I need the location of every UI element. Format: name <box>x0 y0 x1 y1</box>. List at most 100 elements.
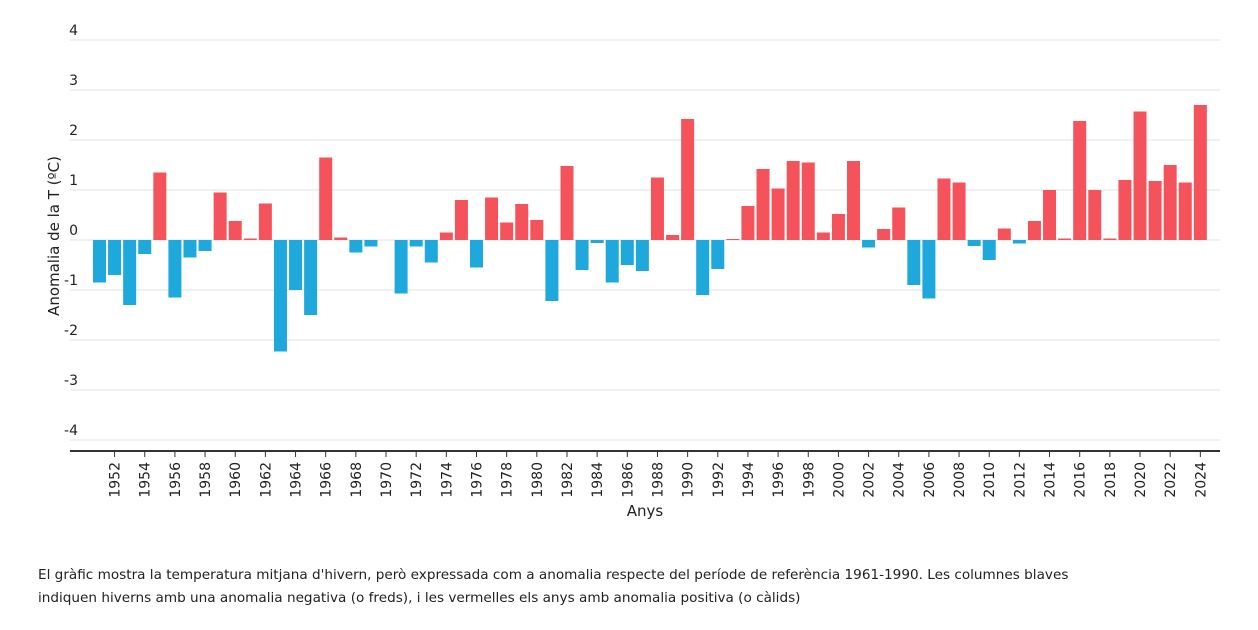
bar-1964 <box>289 240 303 290</box>
x-tick-label: 2000 <box>831 462 847 498</box>
x-tick-label: 2006 <box>922 462 938 498</box>
bar-1995 <box>756 169 770 240</box>
x-tick-label: 1970 <box>379 462 395 498</box>
bar-1958 <box>198 240 212 251</box>
y-tick-label: 4 <box>69 23 78 39</box>
x-tick-label: 1976 <box>470 462 486 498</box>
chart-container: 4 3 2 1 0 -1 -2 -3 -4 1952 1954 1956 1958 1960 1962 19… <box>45 23 1220 520</box>
bar-1957 <box>183 240 197 258</box>
bar-1992 <box>711 240 725 269</box>
bar-2016 <box>1073 121 1087 240</box>
bar-1972 <box>409 240 423 247</box>
bar-2018 <box>1103 238 1117 240</box>
bar-1974 <box>439 232 453 240</box>
bar-1953 <box>123 240 137 305</box>
x-tick-label: 1962 <box>258 462 274 498</box>
bar-2004 <box>892 207 906 240</box>
x-tick-label: 2018 <box>1103 462 1119 498</box>
bar-2015 <box>1058 238 1072 240</box>
bar-1977 <box>485 197 499 240</box>
bar-1951 <box>93 240 106 283</box>
y-tick-label: 2 <box>69 123 78 139</box>
bar-2023 <box>1178 182 1192 240</box>
bar-1959 <box>213 192 227 240</box>
x-tick-label: 2020 <box>1133 462 1149 498</box>
bar-1973 <box>424 240 438 263</box>
x-tick-label: 1990 <box>681 462 697 498</box>
x-tick-label: 2022 <box>1163 462 1179 498</box>
x-tick-label: 2012 <box>1012 462 1028 498</box>
bar-2010 <box>982 240 996 260</box>
bar-1971 <box>394 240 408 294</box>
x-tick-label: 1964 <box>289 462 305 498</box>
bar-2012 <box>1012 240 1026 244</box>
bar-1979 <box>515 204 529 240</box>
x-tick-label: 1954 <box>138 462 154 498</box>
bar-2017 <box>1088 190 1102 240</box>
bar-1994 <box>741 206 755 240</box>
bar-2007 <box>937 178 951 240</box>
bar-1989 <box>666 235 680 240</box>
bar-2019 <box>1118 180 1132 240</box>
x-tick-label: 1968 <box>349 462 365 498</box>
y-axis-title: Anomalia de la T (ºC) <box>45 156 63 316</box>
y-tick-label: -4 <box>64 423 78 439</box>
bar-1984 <box>590 240 604 243</box>
x-tick-label: 2004 <box>892 462 908 498</box>
x-tick-label: 1960 <box>228 462 244 498</box>
x-axis-ticks: 1952 1954 1956 1958 1960 1962 1964 1966 1968 1970… <box>108 452 1209 498</box>
bar-1980 <box>530 220 544 240</box>
bar-1954 <box>138 240 152 254</box>
x-tick-label: 2008 <box>952 462 968 498</box>
bar-2020 <box>1133 111 1147 240</box>
bar-1981 <box>545 240 559 301</box>
bar-1998 <box>801 162 815 240</box>
y-tick-label: 3 <box>69 73 78 89</box>
bar-2024 <box>1193 105 1207 240</box>
bar-1996 <box>771 188 785 240</box>
bar-2013 <box>1027 221 1041 240</box>
x-tick-label: 1992 <box>711 462 727 498</box>
bar-2000 <box>831 214 845 240</box>
bar-1988 <box>650 177 664 240</box>
x-tick-label: 1982 <box>560 462 576 498</box>
bar-1993 <box>726 239 740 240</box>
x-tick-label: 1986 <box>620 462 636 498</box>
bar-1955 <box>153 172 167 240</box>
x-tick-label: 1996 <box>771 462 787 498</box>
bar-1985 <box>605 240 619 283</box>
bar-1968 <box>349 240 363 253</box>
x-tick-label: 2014 <box>1043 462 1059 498</box>
bar-2002 <box>862 240 876 248</box>
bar-1956 <box>168 240 182 298</box>
x-tick-label: 1998 <box>801 462 817 498</box>
x-tick-label: 1994 <box>741 462 757 498</box>
bar-1952 <box>108 240 122 275</box>
x-tick-label: 1984 <box>590 462 606 498</box>
bar-2005 <box>907 240 921 285</box>
x-tick-label: 1988 <box>650 462 666 498</box>
bar-1975 <box>454 200 468 240</box>
y-tick-label: 1 <box>69 173 78 189</box>
bar-2014 <box>1043 190 1057 240</box>
x-tick-label: 1978 <box>500 462 516 498</box>
x-tick-label: 1952 <box>108 462 124 498</box>
bar-2011 <box>997 228 1011 240</box>
x-tick-label: 1980 <box>530 462 546 498</box>
x-tick-label: 1966 <box>319 462 335 498</box>
bar-2009 <box>967 240 981 246</box>
y-tick-label: -3 <box>64 373 78 389</box>
bar-2003 <box>877 229 891 240</box>
x-tick-label: 2002 <box>862 462 878 498</box>
x-tick-label: 2024 <box>1193 462 1209 498</box>
bar-1967 <box>334 237 348 240</box>
bar-1963 <box>273 240 287 352</box>
bar-1978 <box>500 222 514 240</box>
caption-line-2: indiquen hiverns amb una anomalia negati… <box>38 590 801 606</box>
chart-caption: El gràfic mostra la temperatura mitjana … <box>38 564 1218 610</box>
bar-2008 <box>952 182 966 240</box>
caption-line-1: El gràfic mostra la temperatura mitjana … <box>38 567 1069 583</box>
y-tick-label: 0 <box>69 223 78 239</box>
bar-1990 <box>681 119 695 240</box>
